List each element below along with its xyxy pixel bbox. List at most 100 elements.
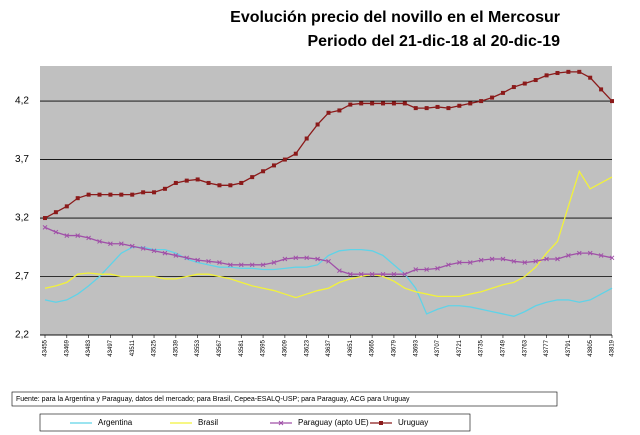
marker <box>271 260 277 265</box>
marker <box>358 271 364 277</box>
marker <box>587 250 593 256</box>
marker <box>457 103 462 108</box>
marker <box>162 186 167 191</box>
marker <box>64 204 69 209</box>
marker <box>238 262 244 268</box>
marker <box>479 99 484 104</box>
marker <box>446 262 451 268</box>
x-tick-label: 43651 <box>348 339 354 356</box>
marker <box>43 216 47 221</box>
marker <box>217 260 222 265</box>
marker <box>489 256 495 262</box>
x-tick-label: 43819 <box>610 339 616 356</box>
marker <box>141 190 146 195</box>
marker <box>151 248 157 254</box>
chart-title: Evolución precio del novillo en el Merco… <box>230 9 560 26</box>
note: Fuente: para la Argentina y Paraguay, da… <box>16 396 410 403</box>
marker <box>555 71 560 76</box>
marker <box>478 257 484 263</box>
marker <box>97 239 102 244</box>
marker <box>522 81 527 86</box>
x-tick-label: 43483 <box>86 339 92 356</box>
x-tick-label: 43637 <box>326 339 332 356</box>
marker <box>500 256 506 262</box>
marker <box>413 106 418 111</box>
marker <box>53 210 58 215</box>
marker <box>249 262 255 268</box>
marker <box>304 136 309 141</box>
x-tick-label: 43539 <box>173 339 179 356</box>
marker <box>381 101 386 106</box>
marker <box>326 110 331 115</box>
marker <box>522 260 528 265</box>
x-tick-label: 43469 <box>64 339 70 356</box>
marker <box>315 122 320 127</box>
x-tick-label: 43455 <box>43 339 49 356</box>
marker <box>566 253 571 258</box>
note-box <box>11 391 558 407</box>
marker <box>500 90 505 95</box>
marker <box>42 225 48 230</box>
y-tick-label: 2,2 <box>15 330 29 341</box>
marker <box>337 268 342 274</box>
x-tick-label: 43805 <box>588 339 594 356</box>
x-tick-label: 43679 <box>392 339 398 356</box>
x-tick-label: 43749 <box>501 339 507 356</box>
marker <box>119 192 124 197</box>
marker <box>250 175 255 180</box>
marker <box>511 258 517 264</box>
plot-area <box>40 66 612 335</box>
series-line <box>44 169 613 299</box>
marker <box>75 196 80 201</box>
marker <box>511 85 516 90</box>
x-tick-label: 43581 <box>239 339 245 356</box>
marker <box>413 267 419 272</box>
legend-label: Brasil <box>198 418 218 427</box>
marker <box>228 183 233 188</box>
marker <box>609 255 615 261</box>
marker <box>217 183 222 188</box>
marker <box>271 163 276 168</box>
marker <box>435 265 440 271</box>
marker <box>173 180 178 185</box>
marker <box>533 78 538 83</box>
marker <box>206 258 211 264</box>
marker <box>435 104 440 109</box>
marker <box>239 180 244 185</box>
marker <box>598 253 604 258</box>
marker <box>402 101 407 106</box>
x-tick-label: 43623 <box>304 339 310 356</box>
marker <box>64 233 70 238</box>
x-tick-label: 43511 <box>130 339 136 356</box>
marker <box>370 101 375 106</box>
legend <box>39 413 471 432</box>
marker <box>359 101 364 106</box>
marker <box>228 262 233 268</box>
marker <box>490 95 495 100</box>
x-tick-label: 43497 <box>108 339 114 356</box>
x-tick-label: 43791 <box>566 339 572 356</box>
marker <box>129 243 135 249</box>
marker <box>184 178 189 183</box>
legend-label: Paraguay (apto UE) <box>298 418 369 427</box>
marker <box>446 106 451 111</box>
marker <box>282 256 288 262</box>
marker <box>544 73 549 78</box>
marker <box>379 421 383 425</box>
marker <box>53 229 59 235</box>
marker <box>195 257 201 263</box>
legend-label: Argentina <box>98 418 133 427</box>
marker <box>173 253 179 258</box>
x-tick-label: 43665 <box>370 339 376 356</box>
marker <box>86 192 91 197</box>
x-tick-label: 43553 <box>195 339 201 356</box>
marker <box>195 177 200 182</box>
marker <box>97 192 102 197</box>
marker <box>75 233 81 238</box>
marker <box>108 241 113 247</box>
marker <box>468 101 473 106</box>
marker <box>260 262 266 268</box>
marker <box>293 151 298 156</box>
chart-subtitle: Periodo del 21-dic-18 al 20-dic-19 <box>307 33 560 50</box>
